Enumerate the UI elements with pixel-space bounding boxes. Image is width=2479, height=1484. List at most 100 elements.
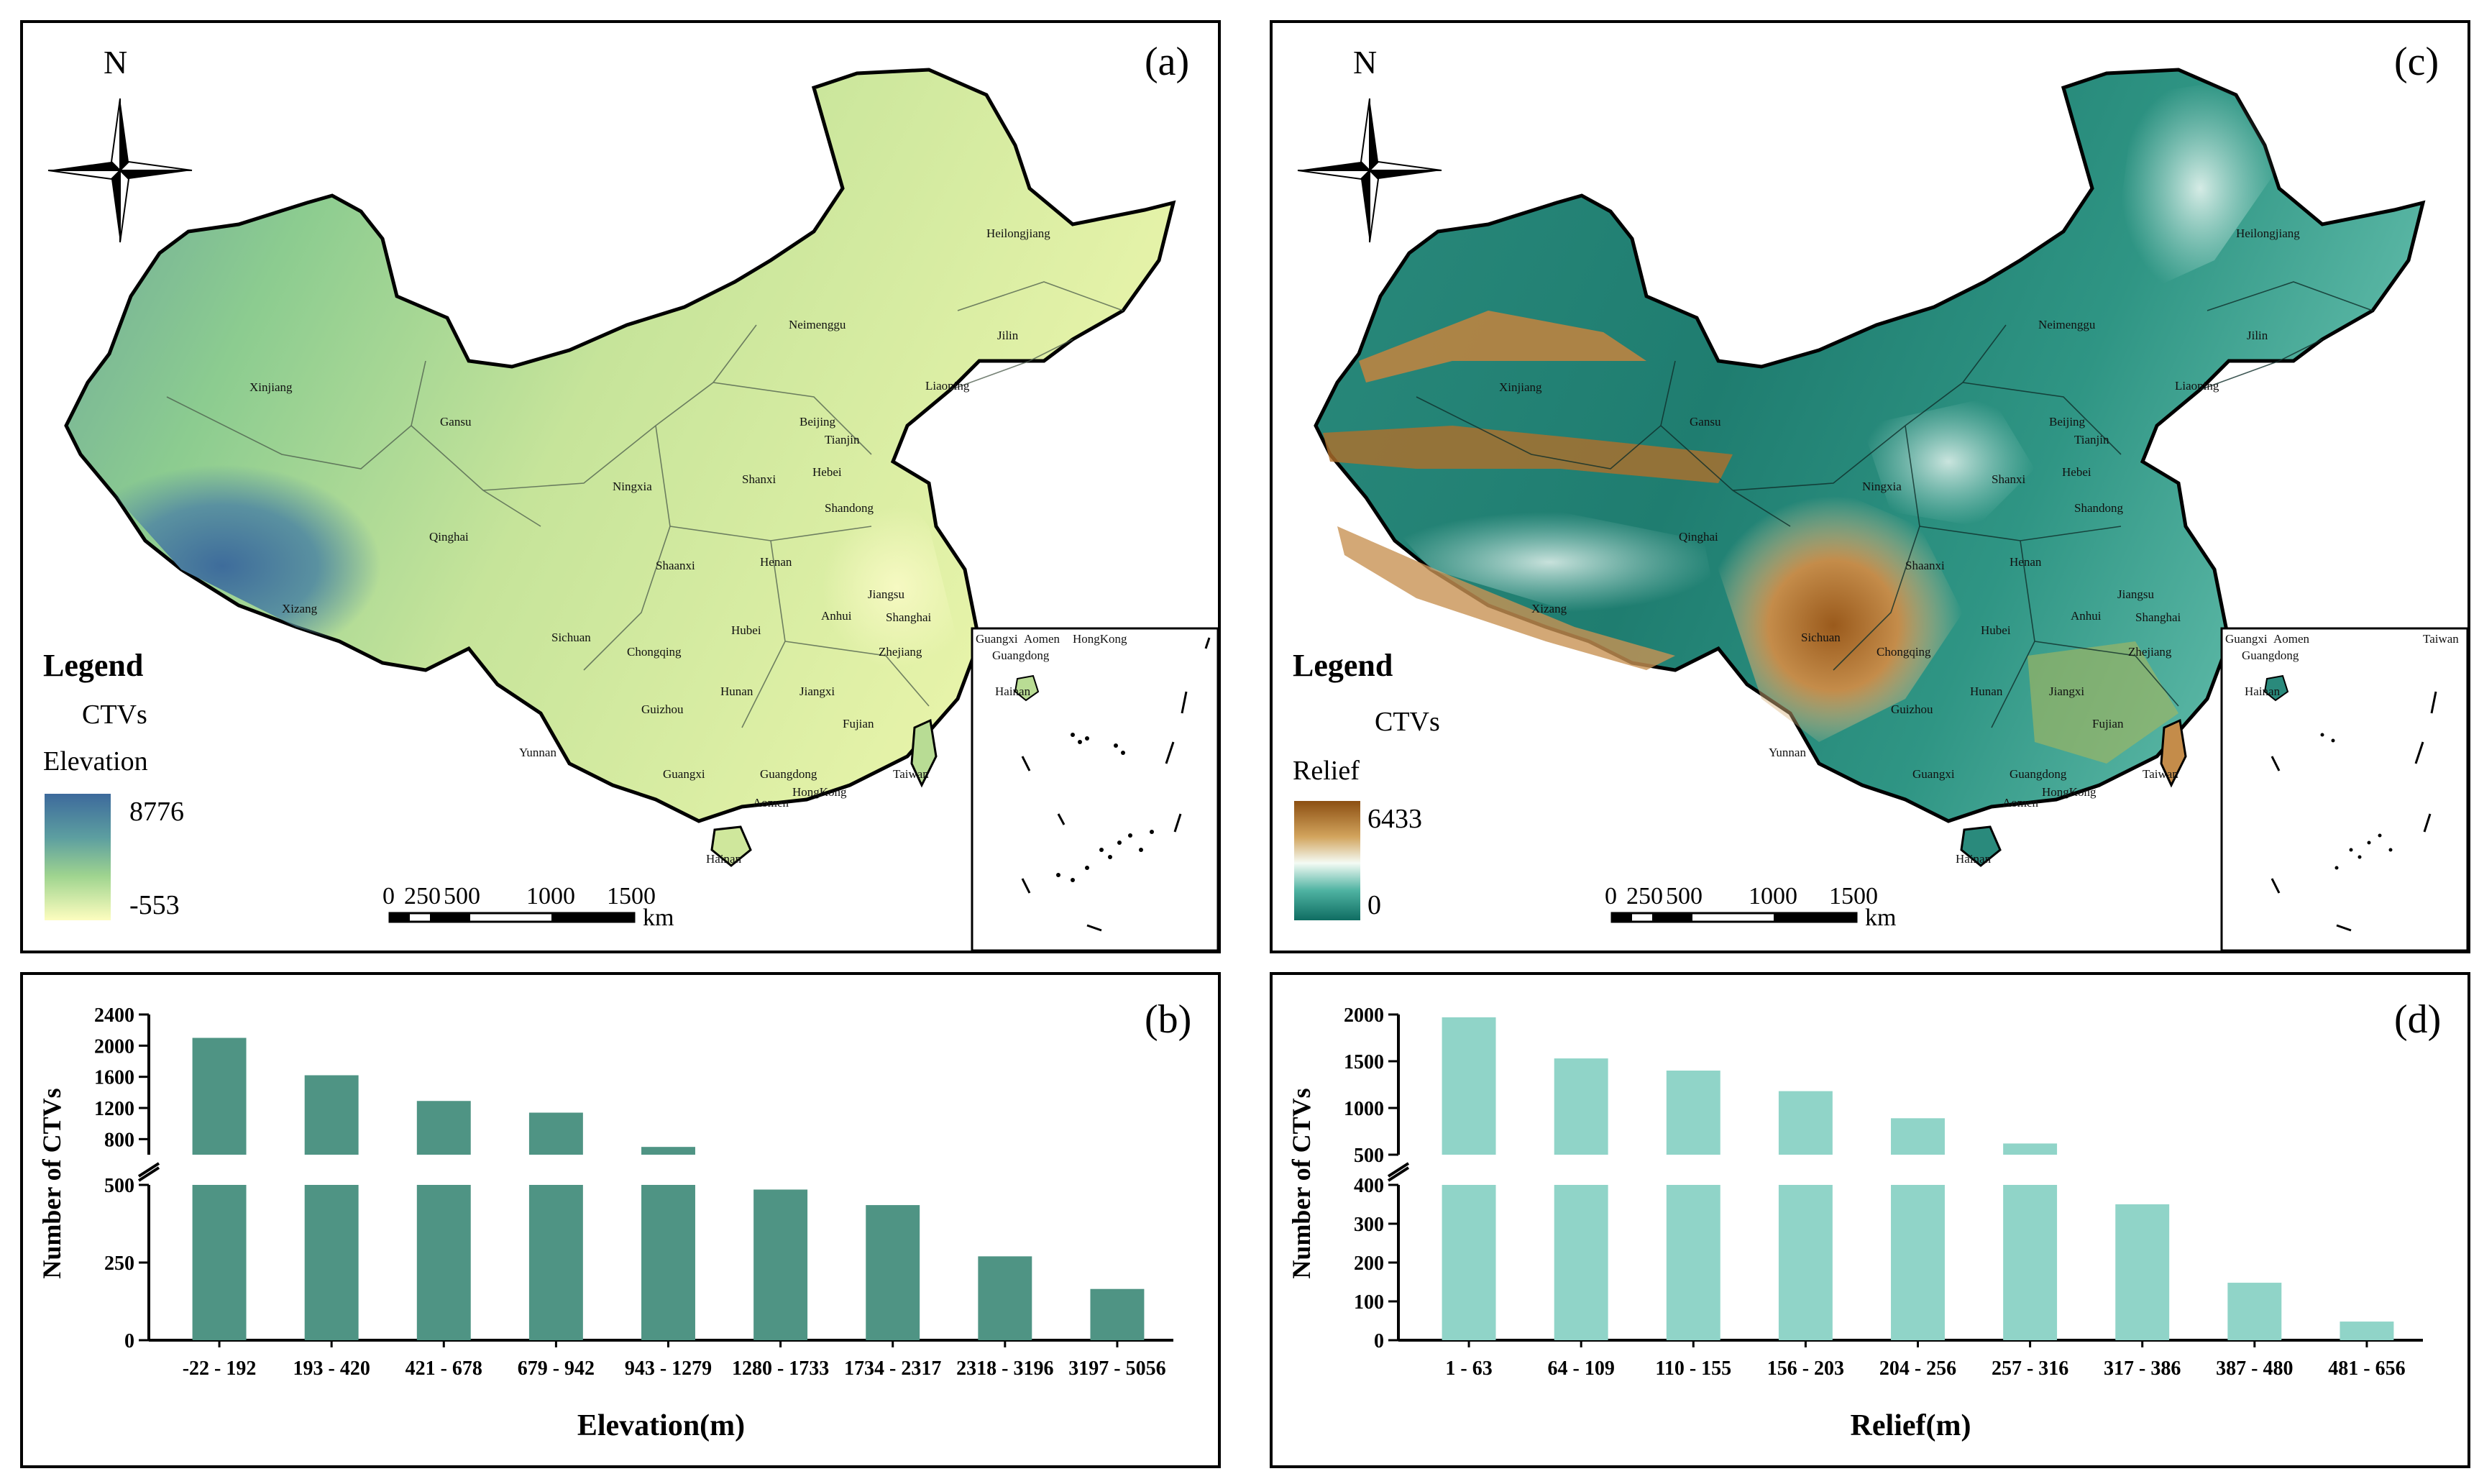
prov-label: Guangdong [760, 767, 817, 781]
prov-label: Shanxi [742, 472, 776, 486]
hainan-island [710, 825, 752, 867]
x-tick-label: 257 - 316 [1992, 1357, 2068, 1380]
bar-lower [1090, 1288, 1145, 1340]
y-tick-label: 2000 [94, 1035, 134, 1058]
y-tick-label: 800 [104, 1129, 134, 1151]
x-tick-label: 3197 - 5056 [1068, 1357, 1165, 1380]
y-tick-label: 2400 [94, 1004, 134, 1027]
bar-lower [1778, 1185, 1833, 1340]
prov-label: Yunnan [1769, 746, 1806, 759]
bar-lower [1442, 1185, 1496, 1340]
taiwan-island [910, 718, 938, 788]
inset-label: Hainan [2245, 684, 2281, 698]
bar-lower [2115, 1204, 2170, 1340]
y-tick-label: 200 [1354, 1252, 1384, 1275]
prov-label: HongKong [792, 785, 847, 799]
southeast-hills-relief [2027, 641, 2178, 764]
bar-lower [2227, 1283, 2282, 1340]
prov-label: Liaoning [925, 379, 970, 393]
prov-label: Tianjin [2074, 433, 2109, 446]
y-tick-label: 2000 [1344, 1004, 1384, 1027]
prov-label: Shanghai [886, 610, 932, 624]
prov-label: Shanghai [2135, 610, 2181, 624]
prov-label: Shaanxi [1905, 559, 1945, 572]
x-tick-label: 156 - 203 [1767, 1357, 1844, 1380]
elevation-bar-chart: 0 250 500 800 1200 1600 2000 2400 -22 - 192 193 -… [37, 1004, 1173, 1442]
prov-label: Jiangxi [2049, 684, 2084, 698]
north-arrow [47, 98, 193, 243]
panel-label-c: (c) [2394, 40, 2439, 84]
prov-label: Zhejiang [879, 645, 922, 659]
prov-label: Shanxi [1992, 472, 2026, 486]
axis-break-mark [137, 1166, 160, 1182]
prov-label: Aomen [2002, 796, 2039, 810]
bar-lower [1554, 1185, 1608, 1340]
panel-label-d: (d) [2394, 997, 2442, 1042]
x-axis-title: Relief(m) [1851, 1409, 1971, 1442]
prov-label: Jiangsu [868, 587, 905, 601]
scale-label: 500 [444, 883, 480, 910]
prov-label: Hunan [720, 684, 753, 698]
y-tick-label: 0 [124, 1330, 134, 1352]
y-tick-label: 500 [104, 1175, 134, 1197]
scale-label: 1000 [526, 883, 575, 910]
prov-label: Xinjiang [1499, 380, 1542, 394]
ramp-min-label: -553 [129, 890, 180, 920]
prov-label: Hebei [2062, 465, 2091, 479]
x-tick-label: 2318 - 3196 [956, 1357, 1053, 1380]
relief-bar-chart: 0 100 200 300 400 500 1000 1500 2000 1 - 63 64 - 1… [1287, 1004, 2423, 1442]
scale-label: 500 [1666, 883, 1703, 910]
bar-lower [1666, 1185, 1720, 1340]
x-tick-label: 1280 - 1733 [732, 1357, 829, 1380]
y-tick-label: 1500 [1344, 1051, 1384, 1073]
ramp-max-label: 6433 [1367, 804, 1422, 834]
bar-lower [2003, 1185, 2058, 1340]
prov-label: Heilongjiang [986, 226, 1050, 240]
prov-label: Guangxi [663, 767, 705, 781]
scale-bar: 0 250 500 1000 1500 km [382, 883, 674, 931]
prov-label: Taiwan [2143, 767, 2178, 781]
prov-label: Zhejiang [2128, 645, 2172, 659]
legend-title: Legend [1293, 648, 1393, 683]
ctv-legend-label: CTVs [1375, 707, 1440, 737]
prov-label: Shandong [2074, 501, 2124, 515]
inset-label: Aomen [2273, 632, 2310, 646]
ramp-min-label: 0 [1367, 890, 1381, 920]
prov-label: Ningxia [613, 480, 652, 493]
y-tick-label: 1000 [1344, 1098, 1384, 1120]
prov-label: Chongqing [1877, 645, 1931, 659]
scale-unit: km [643, 904, 674, 931]
bar-lower [2340, 1322, 2394, 1340]
elevation-color-ramp [45, 794, 111, 920]
prov-label: Hainan [706, 852, 742, 866]
y-tick-label: 100 [1354, 1291, 1384, 1314]
north-label: N [1353, 44, 1378, 81]
north-label: N [104, 44, 128, 81]
scale-unit: km [1865, 904, 1896, 931]
y-tick-label: 1200 [94, 1098, 134, 1120]
prov-label: Shaanxi [656, 559, 695, 572]
x-tick-label: 64 - 109 [1548, 1357, 1615, 1380]
kunlun-relief [1323, 426, 1733, 483]
prov-label: Qinghai [429, 530, 469, 544]
bar-upper [528, 1112, 583, 1155]
prov-label: Anhui [821, 609, 852, 623]
bar-lower [192, 1185, 247, 1340]
ctv-legend-label: CTVs [82, 700, 147, 730]
prov-label: Hubei [731, 623, 761, 637]
hainan-island [1960, 825, 2002, 867]
province-labels: Xinjiang Gansu Qinghai Xizang Sichuan Yu… [1499, 226, 2300, 866]
prov-label: Jiangsu [2117, 587, 2155, 601]
x-tick-label: 110 - 155 [1655, 1357, 1731, 1380]
ramp-max-label: 8776 [129, 797, 184, 827]
prov-label: Hebei [812, 465, 842, 479]
prov-label: Xinjiang [249, 380, 293, 394]
scale-label: 1500 [607, 883, 656, 910]
panel-label-a: (a) [1145, 40, 1190, 84]
province-labels: Xinjiang Gansu Qinghai Xizang Sichuan Yu… [249, 226, 1050, 866]
map-canvas-elevation: Xinjiang Gansu Qinghai Xizang Sichuan Yu… [47, 68, 1218, 951]
x-tick-label: 943 - 1279 [625, 1357, 712, 1380]
prov-label: Xizang [1531, 602, 1567, 615]
axis-break-mark [137, 1162, 160, 1178]
prov-label: Sichuan [551, 631, 591, 644]
